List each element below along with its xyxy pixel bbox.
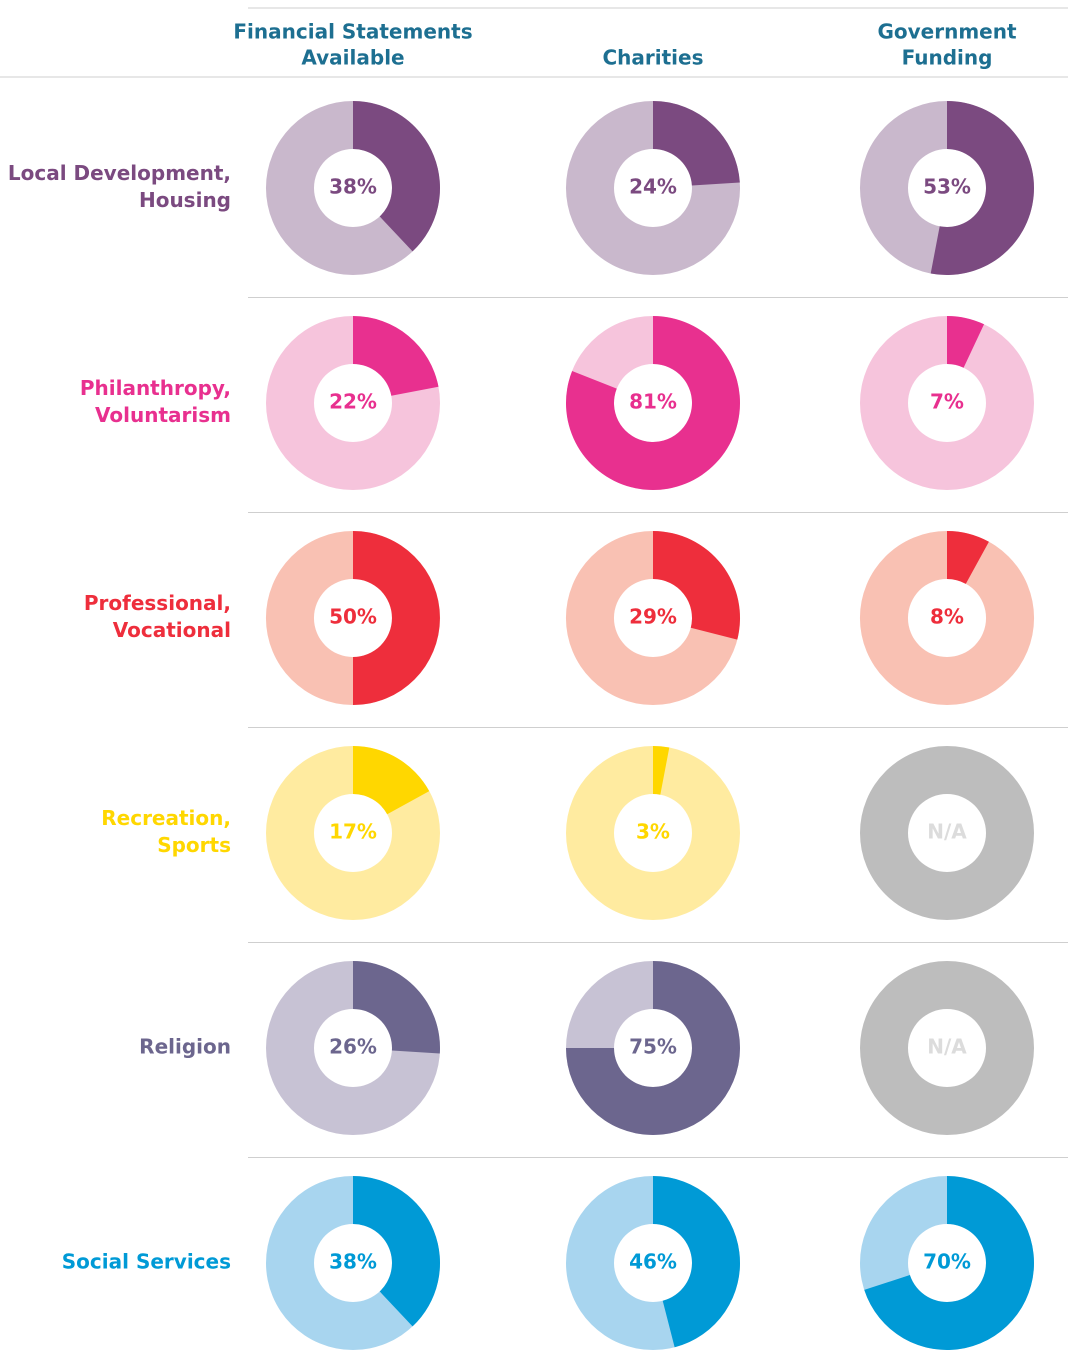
value-label: 29%	[629, 605, 677, 629]
column-header: Charities	[602, 46, 703, 70]
row-label: Voluntarism	[95, 403, 231, 427]
donut-slice	[353, 746, 430, 815]
na-label: N/A	[927, 820, 967, 844]
row-label: Housing	[139, 188, 231, 212]
value-label: 50%	[329, 605, 377, 629]
value-label: 7%	[930, 390, 964, 414]
row-label: Recreation,	[101, 806, 231, 830]
donut-slice	[353, 531, 440, 705]
donut-slice	[353, 101, 440, 252]
value-label: 22%	[329, 390, 377, 414]
value-label: 70%	[923, 1250, 971, 1274]
value-label: 75%	[629, 1035, 677, 1059]
donut-track	[566, 746, 740, 920]
donut-slice	[947, 316, 985, 368]
row-label: Religion	[139, 1035, 231, 1059]
value-label: 24%	[629, 175, 677, 199]
donut-slice	[566, 316, 740, 490]
value-label: 17%	[329, 820, 377, 844]
donut-slice	[653, 746, 670, 795]
value-label: 26%	[329, 1035, 377, 1059]
donut-slice	[353, 316, 439, 396]
donut-slice	[653, 531, 740, 640]
na-ring	[860, 746, 1034, 920]
column-header: Financial Statements	[233, 20, 472, 44]
value-label: 3%	[636, 820, 670, 844]
donut-slice	[864, 1176, 1034, 1351]
value-label: 53%	[923, 175, 971, 199]
donut-slice	[653, 1176, 740, 1348]
row-label: Philanthropy,	[80, 376, 231, 400]
value-label: 38%	[329, 1250, 377, 1274]
donut-slice	[930, 101, 1034, 275]
row-label: Vocational	[113, 618, 231, 642]
donut-slice	[353, 1176, 440, 1327]
donut-slice	[566, 961, 740, 1135]
column-header: Available	[301, 46, 404, 70]
value-label: 38%	[329, 175, 377, 199]
donut-slice	[653, 101, 740, 186]
na-label: N/A	[927, 1035, 967, 1059]
donut-track	[860, 316, 1034, 490]
donut-track	[859, 531, 1035, 706]
value-label: 8%	[930, 605, 964, 629]
column-header: Funding	[902, 46, 993, 70]
donut-slice	[353, 961, 441, 1054]
row-label: Professional,	[84, 591, 231, 615]
row-label: Sports	[157, 833, 231, 857]
row-label: Local Development,	[8, 161, 231, 185]
donut-slice	[947, 531, 989, 584]
value-label: 81%	[629, 390, 677, 414]
row-label: Social Services	[62, 1250, 231, 1274]
column-header: Government	[877, 20, 1017, 44]
na-ring	[860, 961, 1034, 1135]
value-label: 46%	[629, 1250, 677, 1274]
